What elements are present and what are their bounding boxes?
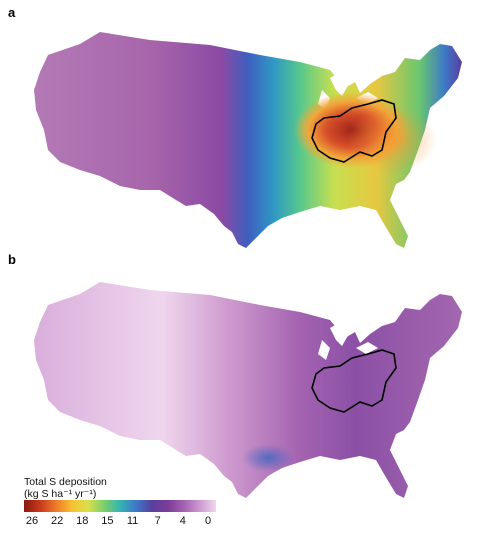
gulf-blue-patch-b (242, 444, 294, 472)
legend-tick-label: 4 (179, 515, 186, 527)
legend-colorbar (24, 500, 216, 512)
map-panel-a (34, 32, 462, 248)
deposition-halo-a (347, 106, 437, 174)
legend-tick-label: 7 (154, 515, 161, 527)
legend-units: (kg S ha⁻¹ yr⁻¹) (24, 488, 97, 500)
map-panel-b (34, 282, 462, 498)
legend-tick-label: 11 (126, 515, 139, 527)
legend-tick-label: 26 (25, 515, 39, 527)
ohio-valley-outline-b (311, 349, 397, 413)
panel-label-a: a (8, 5, 16, 20)
legend-tick-label: 22 (51, 515, 64, 527)
ohio-valley-outline-a (311, 99, 397, 163)
legend-tick-label: 0 (204, 515, 212, 527)
legend-tick-label: 18 (76, 515, 89, 527)
legend-tick-label: 15 (101, 515, 114, 527)
great-lakes-b (318, 320, 378, 360)
colorbar-rect (24, 500, 216, 512)
us-map-shape-b (34, 282, 462, 498)
us-map-shape-a (34, 32, 462, 248)
panel-label-b: b (8, 252, 16, 267)
legend-title: Total S deposition (24, 476, 107, 488)
